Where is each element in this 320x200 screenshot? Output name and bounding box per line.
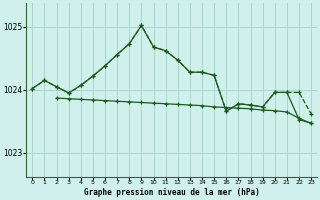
X-axis label: Graphe pression niveau de la mer (hPa): Graphe pression niveau de la mer (hPa) xyxy=(84,188,260,197)
